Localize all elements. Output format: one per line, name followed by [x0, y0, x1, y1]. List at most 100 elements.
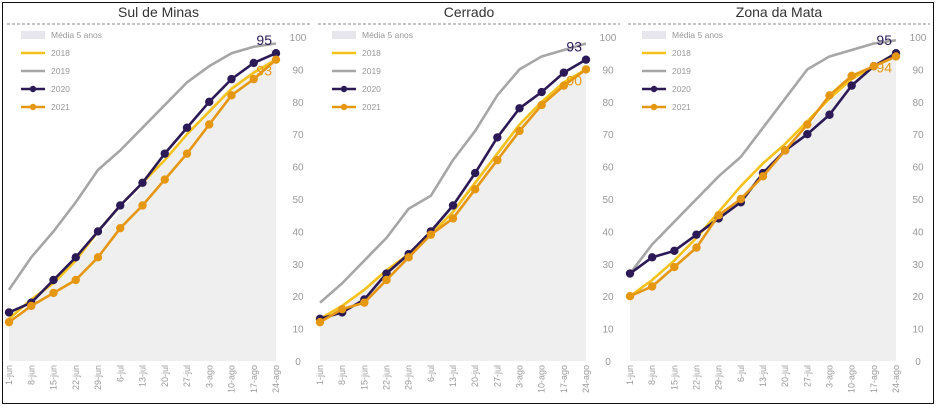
legend-label: 2021: [672, 102, 691, 112]
legend-swatch-marker: [650, 103, 658, 111]
legend-label: Média 5 anos: [362, 30, 413, 40]
series-2021-point: [625, 292, 635, 301]
series-2020-point: [581, 55, 591, 64]
series-2020-point: [271, 49, 281, 58]
area-media-5-anos: [630, 56, 896, 361]
chart-frame: Sul de Minas 0 10 20 30 40 50 60 70 80 90 100 1-jun 8…: [2, 2, 934, 404]
series-2021-point: [714, 211, 723, 220]
series-2020-point: [4, 308, 14, 317]
series-2021-point: [803, 120, 812, 129]
series-2021-point: [736, 194, 746, 204]
chart-panel-zona-da-mata: Zona da Mata 0 10 20 30 40 50 60 70 80 90 100 1-jun 8…: [624, 3, 934, 403]
y-tick-label: 50: [292, 195, 304, 206]
x-tick-label: 24-ago: [891, 365, 901, 393]
series-2021-point: [227, 91, 236, 100]
y-tick-label: 20: [602, 292, 614, 303]
y-tick-label: 100: [600, 33, 617, 44]
legend-swatch-marker: [340, 103, 348, 111]
y-tick-label: 80: [602, 98, 614, 109]
y-tick-label: 40: [602, 227, 614, 238]
x-tick-label: 6-jul: [736, 365, 746, 382]
end-value-label: 95: [256, 32, 272, 48]
y-tick-label: 20: [912, 292, 924, 303]
series-2021-point: [758, 172, 768, 181]
x-tick-label: 22-jun: [382, 365, 392, 390]
series-2020-point: [515, 104, 524, 113]
series-2019-line: [7, 42, 277, 291]
series-2021-point: [647, 282, 657, 291]
x-tick-label: 27-jul: [492, 365, 502, 387]
y-tick-label: 0: [295, 357, 301, 368]
x-tick-label: 1-jun: [315, 365, 325, 385]
x-tick-label: 24-ago: [581, 365, 591, 393]
x-tick-label: 29-jun: [404, 365, 414, 390]
y-tick-label: 70: [912, 130, 924, 141]
series-2021-point: [249, 74, 258, 84]
x-tick-label: 13-jul: [448, 365, 458, 387]
legend-label: 2018: [672, 48, 691, 58]
x-tick-label: 13-jul: [138, 365, 148, 387]
series-2020-point: [71, 253, 80, 262]
end-value-label: 95: [876, 32, 892, 48]
x-tick-label: 10-ago: [847, 365, 857, 393]
series-2020-point: [93, 227, 103, 236]
series-2020-point: [559, 68, 569, 77]
x-tick-label: 8-jun: [337, 365, 347, 385]
y-tick-label: 90: [292, 65, 304, 76]
x-tick-label: 29-jun: [93, 365, 103, 390]
series-2020-point: [692, 230, 701, 239]
series-2020-point: [205, 97, 214, 107]
series-2021-point: [670, 262, 679, 272]
chart-title: Cerrado: [444, 4, 495, 20]
end-value-label: 90: [566, 72, 582, 88]
end-value-label: 93: [566, 39, 582, 55]
series-2021-point: [891, 52, 901, 61]
chart-title: Zona da Mata: [736, 4, 823, 20]
x-tick-label: 8-jun: [647, 365, 657, 385]
x-tick-label: 15-jun: [49, 365, 59, 390]
x-tick-label: 1-jun: [625, 365, 635, 385]
series-2021-point: [780, 146, 790, 155]
x-tick-label: 3-ago: [825, 365, 835, 388]
series-2020-point: [803, 130, 812, 139]
series-2021-point: [825, 91, 834, 100]
y-tick-label: 60: [292, 163, 304, 174]
legend-label: 2021: [51, 102, 70, 112]
series-2021-point: [315, 317, 325, 327]
series-2021-point: [869, 61, 879, 71]
y-tick-label: 100: [290, 33, 307, 44]
series-2019-line: [628, 38, 897, 275]
series-2020-point: [382, 269, 391, 278]
legend-swatch-marker: [340, 85, 348, 93]
end-value-label: 93: [256, 63, 272, 79]
series-2021-point: [847, 71, 856, 81]
y-tick-label: 10: [912, 325, 924, 336]
end-value-label: 94: [876, 59, 892, 75]
legend-label: 2020: [672, 84, 691, 94]
series-2020-point: [847, 81, 856, 90]
series-2020-point: [227, 74, 236, 84]
series-2020-point: [249, 58, 258, 68]
chart-panel-cerrado: Cerrado 0 10 20 30 40 50 60 70 80 90 100 1-jun 8-jun 1…: [314, 3, 624, 403]
x-tick-label: 17-ago: [559, 365, 569, 393]
y-tick-label: 0: [605, 357, 611, 368]
x-tick-label: 27-jul: [802, 365, 812, 387]
series-2021-point: [382, 275, 391, 285]
x-tick-label: 22-jun: [692, 365, 702, 390]
series-2020-point: [825, 110, 834, 119]
series-2021-point: [470, 185, 480, 194]
series-2020-point: [138, 178, 147, 187]
series-2021-point: [493, 155, 502, 165]
legend-label: 2019: [672, 66, 691, 76]
y-tick-label: 60: [602, 163, 614, 174]
y-tick-label: 60: [912, 163, 924, 174]
y-tick-label: 80: [912, 98, 924, 109]
y-tick-label: 10: [602, 325, 614, 336]
legend-label: 2019: [362, 66, 381, 76]
y-tick-label: 70: [292, 130, 304, 141]
x-tick-label: 13-jul: [758, 365, 768, 387]
legend-label: Média 5 anos: [672, 30, 723, 40]
series-2021-point: [160, 175, 169, 184]
x-tick-label: 24-ago: [271, 365, 281, 393]
legend-label: 2020: [51, 84, 70, 94]
